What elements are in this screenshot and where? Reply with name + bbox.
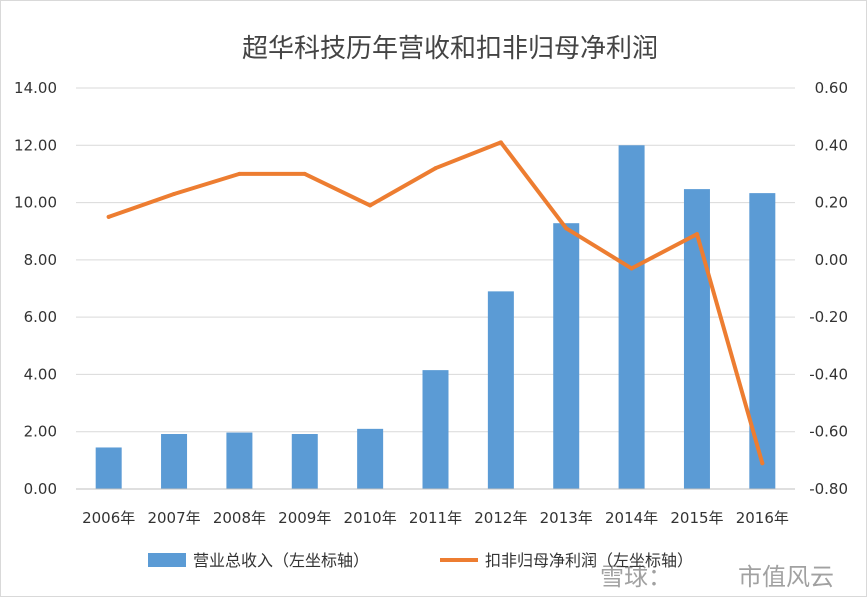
watermark-left: 雪球： bbox=[600, 563, 672, 591]
line-point bbox=[433, 166, 438, 171]
y-left-tick-label: 6.00 bbox=[24, 308, 57, 326]
bar bbox=[291, 434, 318, 489]
y-right-tick-label: 0.60 bbox=[815, 79, 848, 97]
grid-layer bbox=[76, 87, 795, 433]
x-tick-label: 2008年 bbox=[213, 509, 266, 527]
line-point bbox=[302, 171, 307, 176]
line-point bbox=[694, 232, 699, 237]
bar bbox=[95, 447, 122, 489]
y-right-tick-label: 0.00 bbox=[815, 251, 848, 269]
y-right-tick-label: -0.60 bbox=[809, 423, 848, 441]
y-left-tick-label: 14.00 bbox=[14, 79, 57, 97]
x-tick-label: 2011年 bbox=[409, 509, 462, 527]
bar bbox=[422, 370, 449, 489]
y-left-tick-label: 2.00 bbox=[24, 423, 57, 441]
line-point bbox=[106, 214, 111, 219]
x-tick-label: 2009年 bbox=[278, 509, 331, 527]
watermark: 雪球： 市值风云 bbox=[600, 563, 834, 591]
line-series-layer bbox=[106, 140, 765, 466]
legend-bar-swatch bbox=[148, 553, 186, 567]
y-left-tick-label: 10.00 bbox=[14, 194, 57, 212]
y-left-tick-label: 0.00 bbox=[24, 480, 57, 498]
line-point bbox=[172, 191, 177, 196]
x-tick-label: 2007年 bbox=[147, 509, 200, 527]
watermark-right: 市值风云 bbox=[738, 563, 834, 591]
line-point bbox=[498, 140, 503, 145]
chart-title: 超华科技历年营收和扣非归母净利润 bbox=[242, 34, 658, 64]
bar bbox=[357, 428, 384, 489]
y-right-tick-label: -0.20 bbox=[809, 308, 848, 326]
legend-bar-label: 营业总收入（左坐标轴） bbox=[193, 551, 369, 570]
x-tick-label: 2013年 bbox=[540, 509, 593, 527]
x-tick-label: 2010年 bbox=[344, 509, 397, 527]
axis-layer: 0.00 2.00 4.00 6.00 8.00 10.00 12.00 14.00 -0.80… bbox=[14, 79, 848, 527]
x-tick-label: 2015年 bbox=[670, 509, 723, 527]
x-tick-label: 2012年 bbox=[474, 509, 527, 527]
x-tick-label: 2014年 bbox=[605, 509, 658, 527]
bar bbox=[618, 145, 645, 490]
y-right-tick-label: -0.80 bbox=[809, 480, 848, 498]
x-tick-label: 2016年 bbox=[736, 509, 789, 527]
y-right-tick-label: -0.40 bbox=[809, 365, 848, 383]
y-left-tick-label: 8.00 bbox=[24, 251, 57, 269]
bar bbox=[226, 432, 253, 489]
line-point bbox=[629, 266, 634, 271]
line-point bbox=[237, 171, 242, 176]
bar bbox=[553, 223, 580, 490]
y-left-tick-label: 12.00 bbox=[14, 136, 57, 154]
bar bbox=[161, 434, 188, 489]
line-point bbox=[368, 203, 373, 208]
x-tick-label: 2006年 bbox=[82, 509, 135, 527]
bar bbox=[749, 193, 776, 489]
legend-line-label: 扣非归母净利润（左坐标轴） bbox=[485, 551, 693, 570]
legend: 营业总收入（左坐标轴） 扣非归母净利润（左坐标轴） bbox=[148, 551, 693, 570]
y-right-tick-label: 0.20 bbox=[815, 194, 848, 212]
line-point bbox=[564, 226, 569, 231]
line-point bbox=[760, 461, 765, 466]
y-left-tick-label: 4.00 bbox=[24, 365, 57, 383]
y-right-tick-label: 0.40 bbox=[815, 136, 848, 154]
bar bbox=[487, 291, 514, 489]
